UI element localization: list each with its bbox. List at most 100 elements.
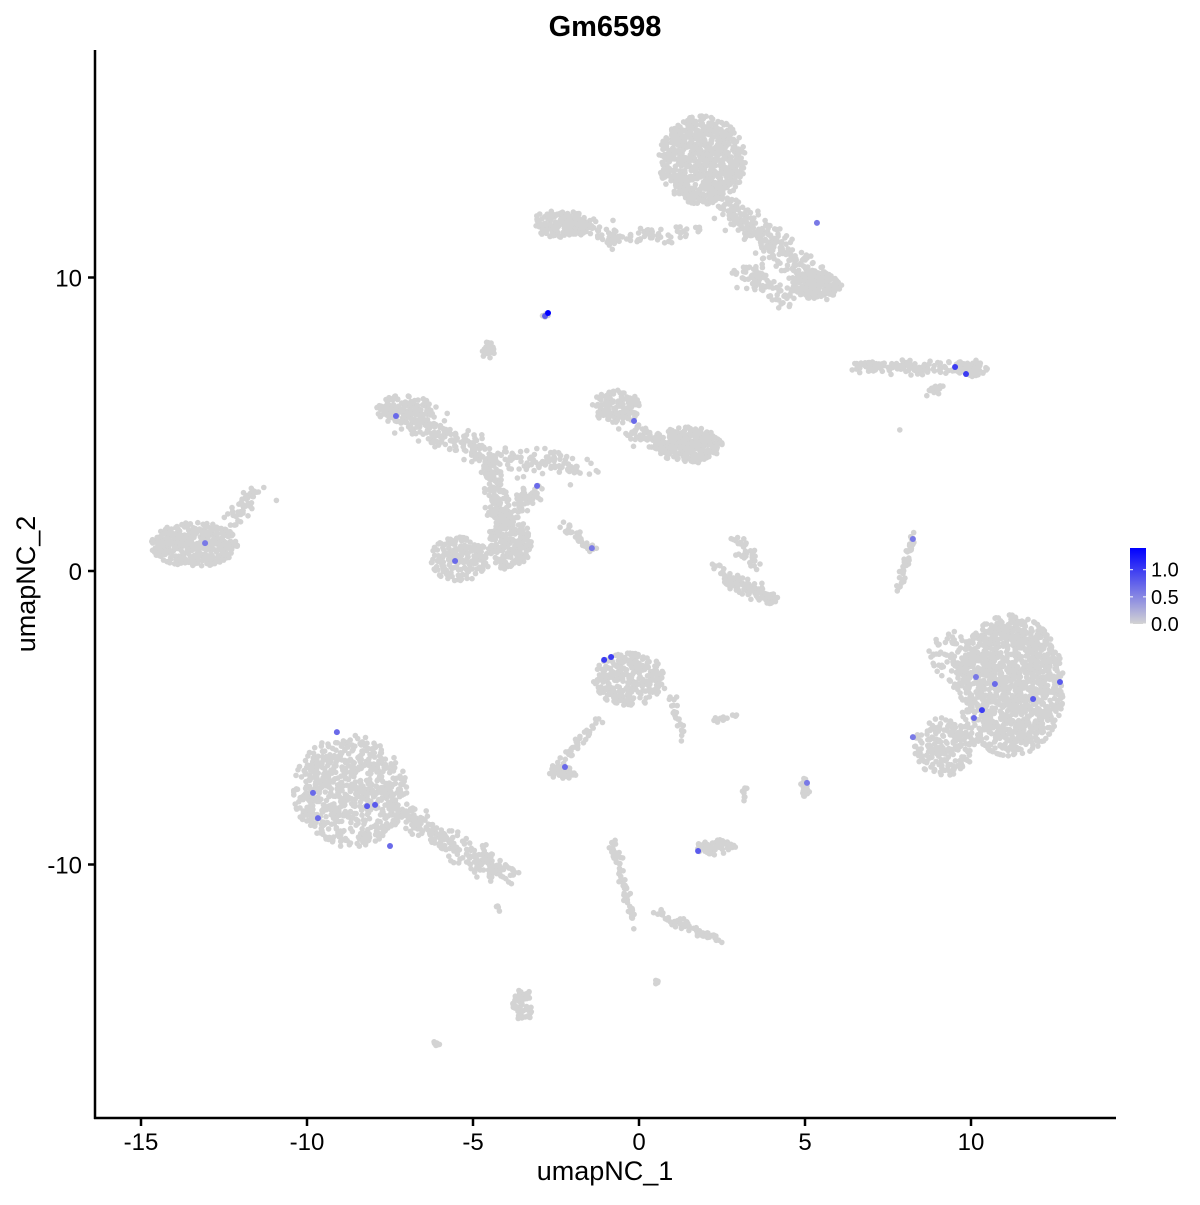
cell-point (734, 162, 740, 169)
cell-point (733, 173, 740, 180)
cell-point (178, 547, 184, 554)
cell-point (550, 211, 556, 218)
cell-point (435, 553, 442, 559)
cell-point (536, 211, 543, 217)
cell-point (602, 400, 608, 407)
cell-point (632, 413, 638, 420)
cell-point (219, 530, 225, 536)
cell-point (893, 360, 900, 367)
cell-point (487, 545, 494, 551)
cell-point (490, 535, 497, 542)
cell-point (560, 519, 567, 525)
cell-point (995, 615, 1002, 621)
cell-point (668, 234, 674, 240)
cell-point (706, 439, 713, 446)
cell-point (735, 227, 742, 233)
cell-point (641, 233, 648, 240)
cell-point (440, 559, 447, 565)
cell-point (673, 224, 679, 230)
cell-point (660, 159, 666, 166)
cell-point (201, 555, 208, 561)
cell-point (424, 416, 431, 423)
cell-point (435, 558, 442, 564)
cell-point (388, 405, 394, 412)
cell-point (758, 283, 765, 290)
cell-point (578, 232, 584, 238)
cell-point (522, 537, 529, 543)
cell-point (539, 231, 545, 237)
cell-point (757, 228, 763, 235)
cell-point (706, 193, 713, 200)
cell-point (618, 414, 624, 420)
cell-point (831, 288, 838, 295)
cell-point (802, 275, 809, 281)
cell-point (687, 152, 694, 158)
cell-point (635, 424, 641, 431)
cell-point (899, 576, 905, 583)
cell-point (424, 407, 430, 414)
cell-point (453, 437, 460, 443)
cell-point (463, 448, 469, 454)
cell-point (666, 165, 673, 172)
cell-point (677, 229, 683, 236)
cell-point (812, 287, 819, 294)
cell-point (448, 564, 454, 571)
cell-point (784, 285, 791, 291)
cell-point (558, 210, 565, 216)
cell-point (726, 140, 732, 147)
cell-point (762, 590, 768, 597)
cell-point (731, 139, 738, 146)
cell-point (807, 289, 813, 296)
cell-point (552, 227, 559, 233)
cell-point (197, 544, 203, 550)
cell-point (210, 536, 217, 542)
cell-point (741, 216, 748, 223)
cell-point (406, 393, 412, 400)
cell-point (613, 410, 620, 417)
cell-point (773, 296, 779, 303)
cell-point (251, 489, 258, 496)
cell-point (609, 236, 616, 243)
cell-point (1008, 651, 1014, 658)
cell-point (233, 513, 239, 520)
cell-point (696, 130, 703, 136)
cell-point (501, 566, 508, 572)
cell-point (177, 540, 183, 546)
cell-point (917, 366, 923, 373)
cell-point (894, 365, 901, 372)
cell-point (682, 451, 688, 458)
cell-point (202, 523, 208, 530)
cell-point (650, 232, 656, 239)
cell-point (740, 226, 746, 232)
cell-point (155, 552, 162, 558)
cell-point (680, 429, 687, 436)
cell-point (821, 290, 827, 296)
cell-point (392, 418, 399, 424)
cell-point (691, 163, 698, 170)
cell-point (778, 287, 784, 294)
cell-point (490, 500, 497, 507)
cell-point (498, 525, 505, 531)
cell-point (700, 155, 706, 161)
cell-point (475, 546, 482, 552)
cell-point (955, 369, 962, 375)
cell-point (424, 429, 430, 436)
cell-point (805, 264, 811, 270)
cell-point (644, 435, 651, 442)
cell-point (599, 236, 606, 243)
cell-point (790, 275, 796, 281)
cell-point (615, 387, 621, 394)
cell-point (582, 543, 588, 549)
cell-point (514, 495, 520, 502)
cell-point (659, 169, 666, 176)
cell-point (185, 550, 192, 557)
cell-point (672, 163, 679, 170)
cell-point (752, 250, 759, 256)
cell-point (496, 545, 503, 551)
cell-point (766, 243, 773, 249)
cell-point (786, 303, 793, 310)
cell-point (468, 566, 474, 572)
cell-point (745, 591, 751, 598)
cell-point (162, 529, 169, 535)
cell-point (705, 131, 712, 138)
